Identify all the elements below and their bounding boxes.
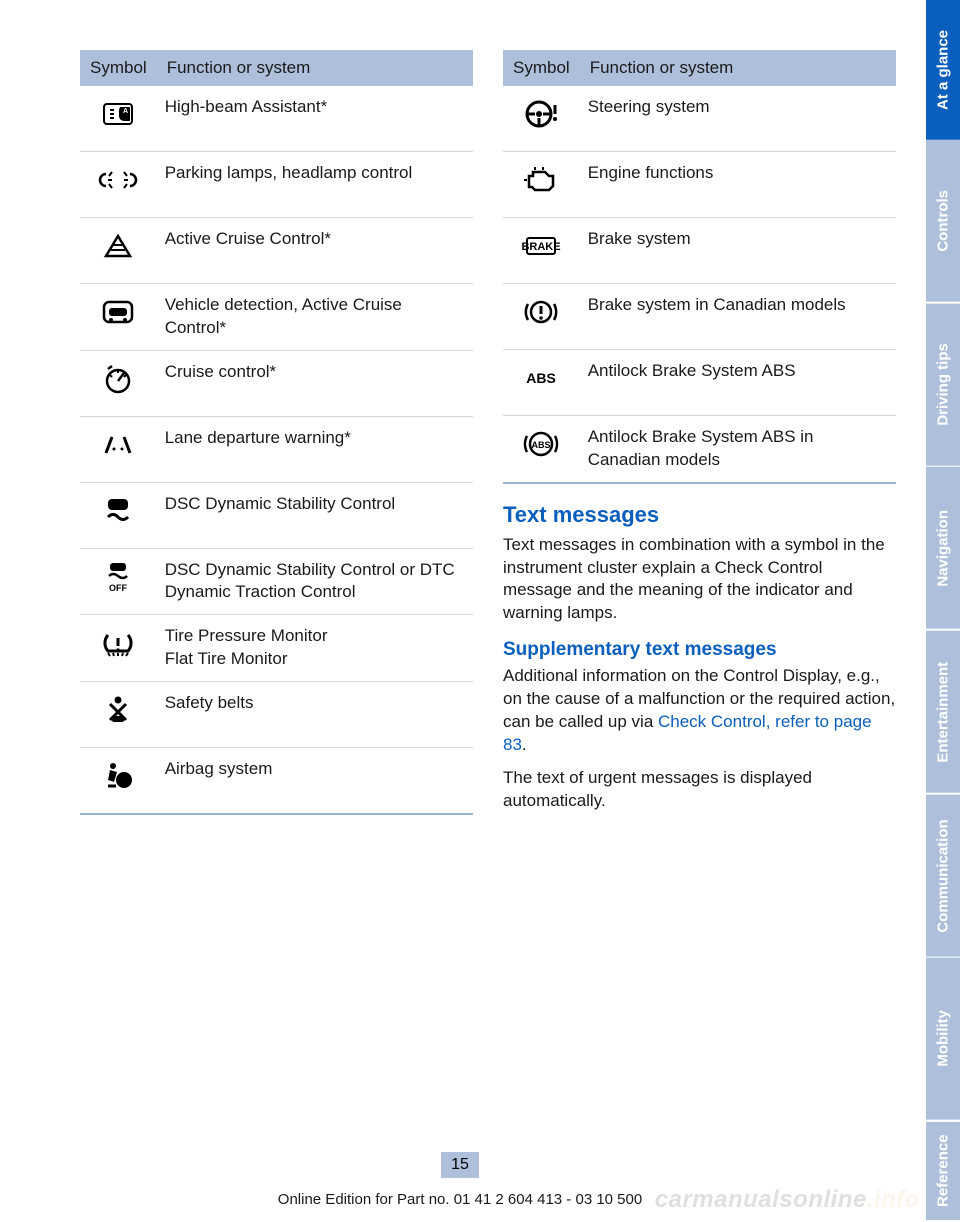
cell-text: Vehicle detection, Active Cruise Control… [157,283,473,350]
th-function: Function or system [157,50,473,86]
right-symbol-table: Symbol Function or system Steering syste… [503,50,896,484]
table-row: Parking lamps, headlamp control [80,151,473,217]
th-symbol: Symbol [80,50,157,86]
brake-icon [503,217,580,283]
table-row: Brake system [503,217,896,283]
cell-text: High-beam Assistant* [157,86,473,151]
watermark: carmanualsonline.info [655,1186,920,1214]
table-row: Cruise control* [80,350,473,416]
cell-text: Airbag system [157,748,473,814]
airbag-icon [80,748,157,814]
th-function: Function or system [580,50,896,86]
table-row: Antilock Brake System ABS [503,349,896,415]
cell-text: DSC Dynamic Stability Control or DTC Dyn… [157,548,473,615]
brake-canada-icon [503,283,580,349]
table-row: Engine functions [503,151,896,217]
cell-text: Brake system in Canadian models [580,283,896,349]
side-tabs: At a glance Controls Driving tips Naviga… [926,0,960,1222]
cell-text: Brake system [580,217,896,283]
cell-text: Tire Pressure MonitorFlat Tire Monitor [157,615,473,682]
table-row: DSC Dynamic Stability Control [80,482,473,548]
tab-communication[interactable]: Communication [926,795,960,959]
table-row: Antilock Brake System ABS in Canadian mo… [503,415,896,482]
tpm-icon [80,615,157,682]
right-column: Symbol Function or system Steering syste… [503,50,896,1222]
tab-entertainment[interactable]: Entertainment [926,631,960,795]
cell-text: DSC Dynamic Stability Control [157,482,473,548]
paragraph: Text messages in combination with a symb… [503,534,896,626]
th-symbol: Symbol [503,50,580,86]
text-messages-section: Text messages Text messages in combinati… [503,502,896,813]
cell-text: Active Cruise Control* [157,217,473,283]
acc-icon [80,217,157,283]
table-row: Active Cruise Control* [80,217,473,283]
tab-driving-tips[interactable]: Driving tips [926,304,960,468]
dsc-icon [80,482,157,548]
abs-canada-icon [503,415,580,482]
tab-controls[interactable]: Controls [926,140,960,304]
cell-text: Antilock Brake System ABS in Canadian mo… [580,415,896,482]
left-column: Symbol Function or system High-beam Assi… [80,50,473,1222]
tab-at-a-glance[interactable]: At a glance [926,0,960,140]
cell-text: Cruise control* [157,350,473,416]
left-symbol-table: Symbol Function or system High-beam Assi… [80,50,473,815]
table-row: Vehicle detection, Active Cruise Control… [80,283,473,350]
abs-icon [503,349,580,415]
dsc-off-icon [80,548,157,615]
tab-reference[interactable]: Reference [926,1122,960,1222]
cell-text: Steering system [580,86,896,151]
table-row: Steering system [503,86,896,151]
tab-mobility[interactable]: Mobility [926,958,960,1122]
table-row: Brake system in Canadian models [503,283,896,349]
paragraph: The text of urgent messages is displayed… [503,767,896,813]
cell-text: Engine functions [580,151,896,217]
tab-navigation[interactable]: Navigation [926,467,960,631]
highbeam-icon [80,86,157,151]
table-row: Safety belts [80,682,473,748]
lane-departure-icon [80,416,157,482]
page-number-wrap: 15 [0,1152,920,1178]
cell-text: Lane departure warning* [157,416,473,482]
table-row: Airbag system [80,748,473,814]
steering-icon [503,86,580,151]
parking-lamps-icon [80,151,157,217]
table-row: High-beam Assistant* [80,86,473,151]
page-number: 15 [441,1152,479,1178]
table-row: DSC Dynamic Stability Control or DTC Dyn… [80,548,473,615]
vehicle-detect-icon [80,283,157,350]
cruise-icon [80,350,157,416]
paragraph: Additional information on the Control Di… [503,665,896,757]
table-row: Tire Pressure MonitorFlat Tire Monitor [80,615,473,682]
table-row: Lane departure warning* [80,416,473,482]
cell-text: Parking lamps, headlamp control [157,151,473,217]
cell-text: Safety belts [157,682,473,748]
heading-supplementary: Supplementary text messages [503,639,896,661]
seatbelt-icon [80,682,157,748]
heading-text-messages: Text messages [503,502,896,528]
engine-icon [503,151,580,217]
cell-text: Antilock Brake System ABS [580,349,896,415]
